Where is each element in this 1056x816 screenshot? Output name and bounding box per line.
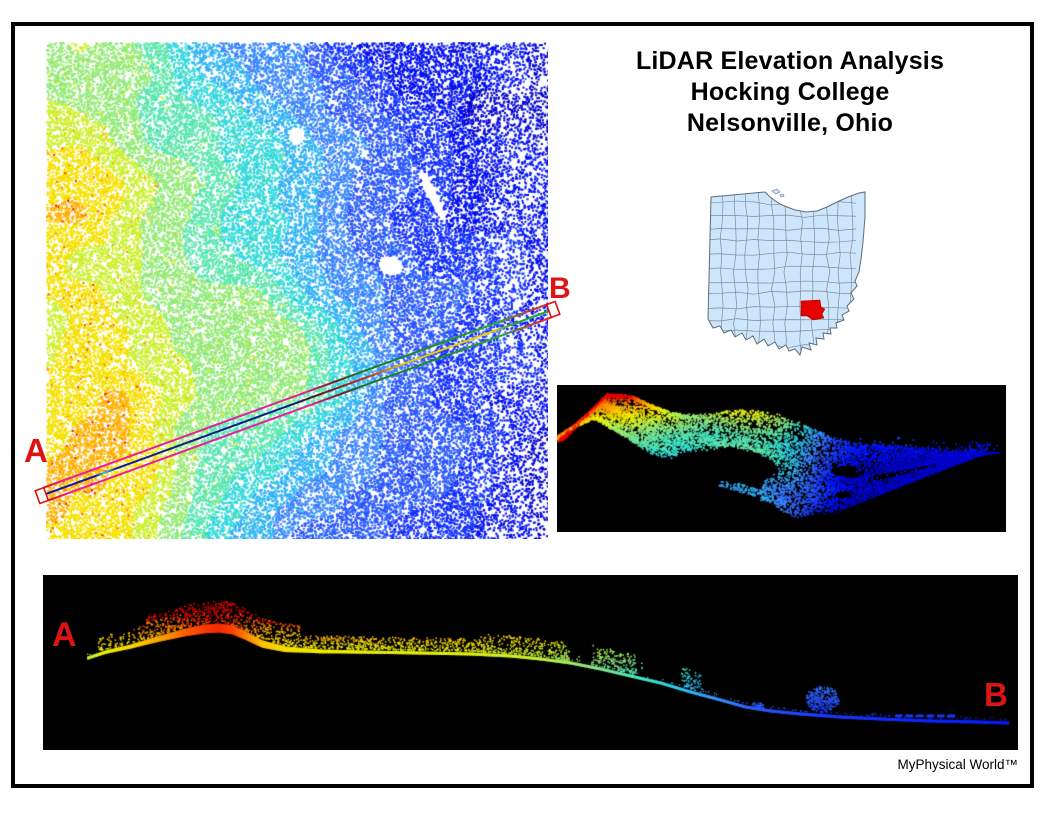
highlighted-county	[800, 299, 826, 321]
ohio-county-inset-map	[707, 188, 866, 357]
credit-text: MyPhysical World™	[897, 757, 1018, 772]
title-line-3: Nelsonville, Ohio	[686, 109, 894, 137]
elevation-point-cloud-map	[46, 42, 548, 539]
title-line-2: Hocking College	[690, 78, 890, 106]
cross-section-label-a: A	[52, 616, 77, 654]
point-cloud-3d-view	[557, 385, 1006, 532]
transect-label-a: A	[24, 432, 48, 469]
title-line-1: LiDAR Elevation Analysis	[635, 47, 945, 75]
transect-label-b: B	[549, 272, 571, 305]
cross-section-profile	[43, 575, 1018, 750]
cross-section-label-b: B	[984, 676, 1008, 713]
poster-title: LiDAR Elevation Analysis Hocking College…	[565, 46, 1015, 139]
